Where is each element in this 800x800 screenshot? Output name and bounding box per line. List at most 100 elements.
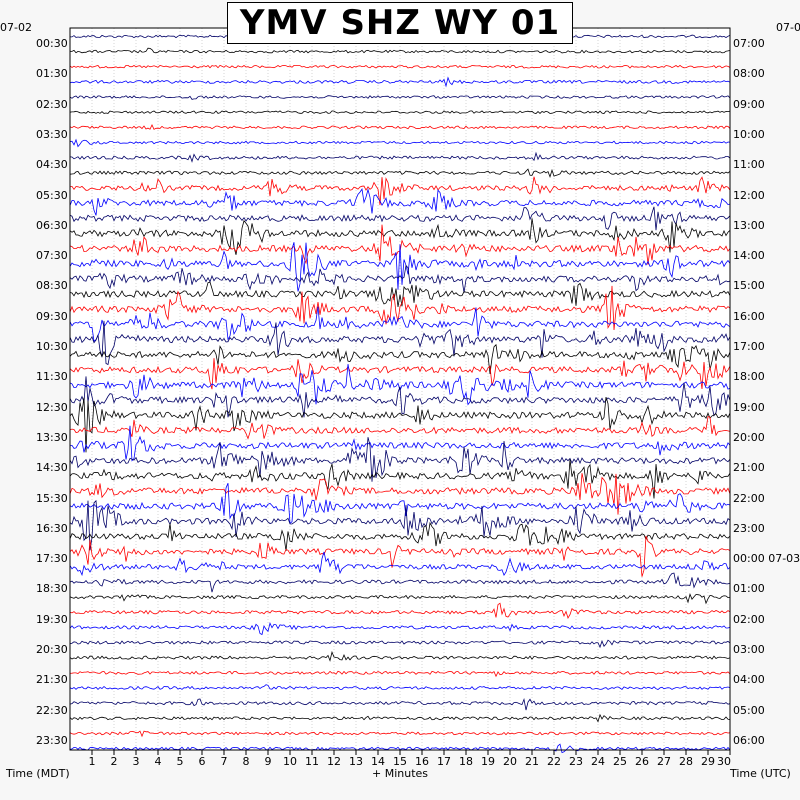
x-tick-label: 17	[437, 755, 451, 768]
trace-line	[69, 285, 731, 331]
right-time-label: 10:00	[733, 127, 765, 141]
x-tick-label: 12	[327, 755, 341, 768]
left-date-label: 07-02	[0, 21, 32, 34]
x-tick-label: 1	[89, 755, 96, 768]
right-time-label: 00:00 07-03	[733, 552, 800, 566]
right-time-label: 02:00	[733, 612, 765, 626]
left-time-label: 14:30	[36, 461, 68, 475]
trace-line	[69, 499, 731, 551]
x-tick-label: 15	[393, 755, 407, 768]
right-time-label: 20:00	[733, 430, 765, 444]
trace-line	[69, 242, 731, 292]
x-tick-label: 5	[177, 755, 184, 768]
trace-line	[69, 64, 731, 69]
x-tick-label: 6	[199, 755, 206, 768]
trace-line	[69, 343, 731, 375]
left-time-label: 21:30	[36, 673, 68, 687]
right-time-label: 05:00	[733, 703, 765, 717]
trace-line	[69, 124, 731, 130]
x-tick-label: 21	[525, 755, 539, 768]
left-time-label: 11:30	[36, 370, 68, 384]
right-time-label: 08:00	[733, 67, 765, 81]
x-tick-label: 3	[133, 755, 140, 768]
x-tick-label: 30	[717, 755, 731, 768]
trace-line	[69, 593, 731, 605]
trace-line	[69, 206, 731, 231]
bottom-right-label: Time (UTC)	[730, 767, 791, 780]
trace-line	[69, 670, 731, 678]
trace-line	[69, 535, 731, 577]
trace-line	[69, 188, 731, 216]
right-time-label: 09:00	[733, 97, 765, 111]
bottom-left-label: Time (MDT)	[6, 767, 70, 780]
trace-line	[69, 47, 731, 54]
trace-line	[69, 76, 731, 88]
trace-line	[69, 320, 731, 366]
right-time-label: 15:00	[733, 279, 765, 293]
right-time-label: 18:00	[733, 370, 765, 384]
trace-line	[69, 415, 731, 440]
trace-line	[69, 459, 731, 499]
trace-line	[69, 521, 731, 551]
right-time-label: 23:00	[733, 521, 765, 535]
trace-line	[69, 151, 731, 163]
left-time-label: 19:30	[36, 612, 68, 626]
left-time-label: 10:30	[36, 340, 68, 354]
x-axis-ticks: 1 2 3 4 5 6 7 8 9 10 11 12 13 14 15 16 17 18 19 20 21 22 23 24 2…	[89, 750, 731, 768]
trace-line	[69, 396, 731, 453]
bottom-center-label: + Minutes	[372, 767, 429, 780]
title-box: YMV SHZ WY 01	[227, 2, 573, 44]
x-tick-label: 8	[243, 755, 250, 768]
x-tick-label: 27	[657, 755, 671, 768]
right-time-label: 21:00	[733, 461, 765, 475]
right-time-label: 04:00	[733, 673, 765, 687]
right-time-label: 11:00	[733, 158, 765, 172]
left-time-label: 22:30	[36, 703, 68, 717]
trace-line	[69, 483, 731, 525]
x-tick-label: 13	[349, 755, 363, 768]
x-tick-label: 28	[679, 755, 693, 768]
left-time-label: 13:30	[36, 430, 68, 444]
trace-line	[69, 639, 731, 649]
x-tick-label: 2	[111, 755, 118, 768]
left-time-label: 00:30	[36, 37, 68, 50]
trace-line	[69, 138, 731, 148]
right-time-label: 01:00	[733, 582, 765, 596]
trace-line	[69, 602, 731, 619]
right-time-label: 07:00	[733, 37, 765, 50]
left-time-label: 06:30	[36, 218, 68, 232]
x-tick-label: 9	[265, 755, 272, 768]
left-time-label: 15:30	[36, 491, 68, 505]
trace-line	[69, 697, 731, 711]
trace-line	[69, 110, 731, 114]
right-time-label: 17:00	[733, 340, 765, 354]
trace-line	[69, 572, 731, 593]
chart-title: YMV SHZ WY 01	[239, 3, 561, 43]
trace-line	[69, 621, 731, 636]
x-tick-label: 23	[569, 755, 583, 768]
left-time-label: 12:30	[36, 400, 68, 414]
trace-line	[69, 306, 731, 342]
trace-line	[69, 473, 731, 515]
left-time-label: 09:30	[36, 309, 68, 323]
trace-line	[69, 95, 731, 100]
left-time-label: 03:30	[36, 127, 68, 141]
trace-line	[69, 176, 731, 206]
left-time-label: 05:30	[36, 188, 68, 202]
trace-line	[69, 684, 731, 690]
x-tick-label: 14	[371, 755, 385, 768]
right-time-label: 19:00	[733, 400, 765, 414]
right-time-label: 22:00	[733, 491, 765, 505]
left-time-label: 16:30	[36, 521, 68, 535]
left-time-label: 01:30	[36, 67, 68, 81]
left-time-label: 04:30	[36, 158, 68, 172]
x-tick-label: 24	[591, 755, 605, 768]
trace-line	[69, 713, 731, 723]
left-time-label: 07:30	[36, 249, 68, 263]
left-time-label: 02:30	[36, 97, 68, 111]
x-tick-label: 22	[547, 755, 561, 768]
trace-line	[69, 730, 731, 738]
trace-line	[69, 168, 731, 179]
left-time-label: 23:30	[36, 734, 68, 747]
